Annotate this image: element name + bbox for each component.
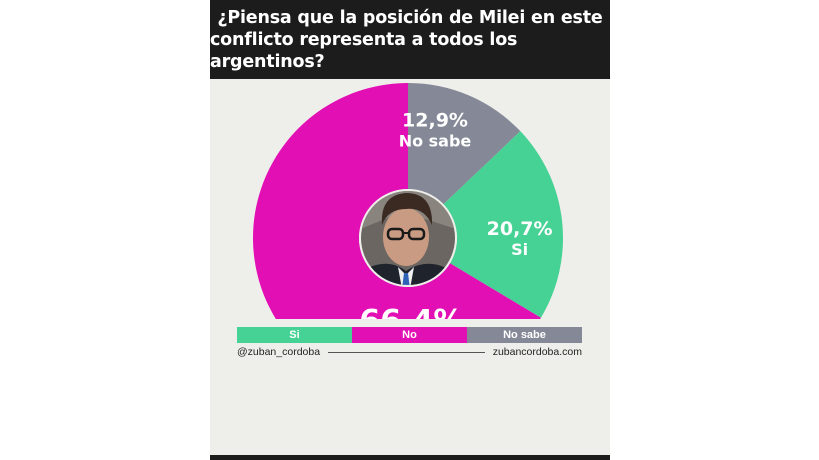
data-label-no-sabe-value: 12,9% (402, 110, 468, 132)
poll-card: ¿Piensa que la posición de Milei en este… (210, 0, 610, 460)
slice-no (253, 83, 541, 319)
legend-label-si: Si (289, 329, 300, 341)
question-title-line-2: conflicto representa a todos los argenti… (210, 29, 518, 72)
slice-no-sabe (408, 83, 521, 205)
data-label-no-value: 66,4% (359, 304, 463, 319)
data-label-si-name: Si (511, 240, 528, 259)
question-header: ¿Piensa que la posición de Milei en este… (210, 0, 610, 79)
footer: @zuban_cordoba zubancordoba.com (237, 345, 582, 359)
legend: Si No No sabe (237, 327, 582, 343)
social-handle: @zuban_cordoba (237, 346, 321, 358)
slice-si (443, 131, 563, 318)
bottom-bar (210, 455, 610, 460)
legend-label-no: No (402, 329, 417, 341)
data-label-no-sabe-name: No sabe (399, 132, 472, 151)
question-title-line-1: ¿Piensa que la posición de Milei en este (217, 7, 603, 28)
legend-label-no-sabe: No sabe (503, 329, 546, 341)
legend-item-no-sabe: No sabe (467, 327, 582, 343)
website-url: zubancordoba.com (492, 346, 582, 358)
footer-divider (328, 351, 485, 353)
data-label-si-value: 20,7% (487, 218, 553, 240)
legend-item-no: No (352, 327, 467, 343)
legend-item-si: Si (237, 327, 352, 343)
